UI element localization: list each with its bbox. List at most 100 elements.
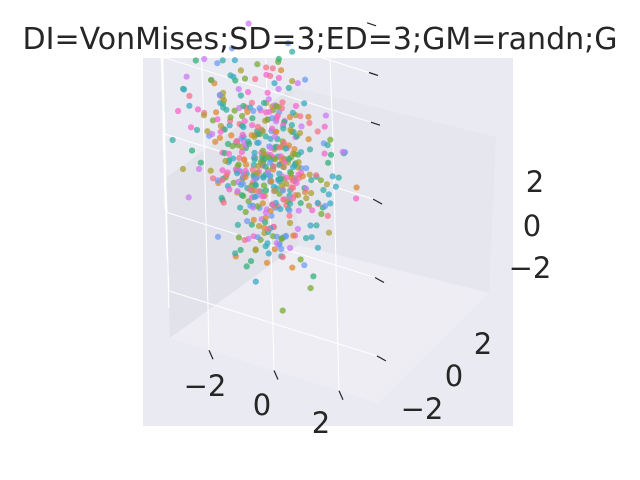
scatter-point — [291, 151, 298, 158]
scatter-point — [268, 212, 275, 219]
scatter-point — [324, 212, 331, 219]
scatter-point — [222, 157, 229, 165]
z-tick-label-0: 0 — [523, 209, 541, 243]
scatter-point — [280, 125, 287, 132]
scatter-point — [259, 200, 266, 207]
scatter-point — [243, 161, 250, 168]
x-tick-mark — [338, 390, 344, 401]
scatter-point — [232, 250, 239, 257]
scatter-point — [313, 172, 320, 179]
scatter-point — [280, 139, 287, 146]
scatter-point — [292, 102, 300, 110]
scatter-point — [220, 199, 227, 206]
scatter-point — [286, 207, 293, 214]
scatter-point — [237, 246, 244, 254]
back-pane — [293, 87, 496, 293]
scatter-point — [290, 163, 297, 171]
y-tick-mark — [374, 276, 385, 284]
scatter-point — [228, 132, 235, 139]
scatter-point — [254, 234, 261, 241]
scatter-point — [290, 232, 297, 239]
scatter-point — [262, 219, 269, 226]
scatter-point — [278, 67, 285, 74]
scatter-point — [186, 92, 193, 99]
scatter-point — [313, 222, 320, 229]
scatter-point — [282, 145, 289, 152]
scatter-point — [288, 184, 295, 191]
scatter-point — [262, 133, 269, 140]
scatter-point — [239, 112, 246, 120]
scatter-point — [277, 206, 284, 213]
scatter-point — [332, 183, 339, 190]
scatter-point — [306, 171, 313, 178]
scatter-point — [254, 139, 261, 146]
scatter-point — [217, 128, 224, 135]
scatter-point — [289, 48, 296, 55]
scatter-point — [225, 150, 233, 157]
scatter-point — [263, 259, 271, 266]
scatter-point — [302, 76, 309, 83]
scatter-point — [317, 177, 324, 184]
scatter-point — [238, 149, 245, 156]
scatter-point — [263, 64, 270, 71]
scatter-point — [212, 138, 219, 145]
scatter-point — [235, 161, 242, 168]
scatter-point — [195, 165, 203, 173]
scatter-point — [353, 195, 360, 202]
scatter-point — [287, 244, 294, 252]
scatter-point — [285, 155, 292, 163]
scatter-point — [209, 130, 216, 138]
x-tick-mark — [273, 370, 279, 380]
scatter-point — [183, 73, 190, 80]
scatter-point — [223, 171, 230, 179]
scatter-point — [214, 116, 221, 123]
scatter-point — [287, 126, 294, 133]
scatter-point — [232, 77, 239, 84]
scatter-point — [241, 236, 248, 244]
scatter-point — [219, 167, 226, 174]
scatter-point — [252, 278, 259, 285]
scatter-point — [239, 131, 246, 138]
scatter-point — [197, 159, 204, 166]
scatter-point — [230, 155, 237, 162]
scatter-point — [275, 74, 282, 82]
scatter-point — [307, 222, 314, 229]
y-tick-label-2: 2 — [474, 327, 492, 361]
scatter-point — [235, 234, 242, 241]
scatter-point — [273, 103, 280, 110]
scatter-point — [234, 188, 241, 195]
z-tick-label-2: 2 — [526, 165, 544, 199]
scatter-point — [238, 192, 246, 199]
scatter-point — [279, 99, 286, 106]
scatter-point — [322, 112, 329, 119]
scatter-point — [265, 96, 272, 103]
scatter-point — [268, 178, 275, 185]
scatter-point — [269, 65, 276, 72]
scatter-point — [298, 123, 305, 130]
scatter-point — [320, 186, 327, 194]
scatter-point — [179, 165, 187, 173]
scatter-point — [327, 200, 334, 207]
scatter-point — [286, 212, 293, 219]
scatter-point — [295, 192, 302, 199]
scatter-point — [285, 84, 292, 92]
scatter-point — [271, 80, 278, 87]
floor-pane — [170, 245, 489, 403]
scatter-point — [267, 144, 274, 151]
scatter-point — [305, 136, 312, 143]
scatter-point — [308, 190, 315, 197]
scatter-point — [305, 113, 312, 120]
scatter-point — [322, 202, 329, 210]
scatter-point — [297, 113, 304, 120]
scatter-point — [250, 107, 257, 115]
x-grid-line — [332, 139, 340, 391]
scatter-point — [279, 187, 286, 194]
scatter-point — [223, 106, 230, 113]
scatter-point — [262, 214, 269, 221]
scatter-point — [303, 165, 310, 172]
scatter-point — [231, 107, 238, 114]
scatter-point — [314, 244, 321, 251]
scatter-point — [263, 109, 270, 116]
scatter-point — [248, 221, 255, 228]
